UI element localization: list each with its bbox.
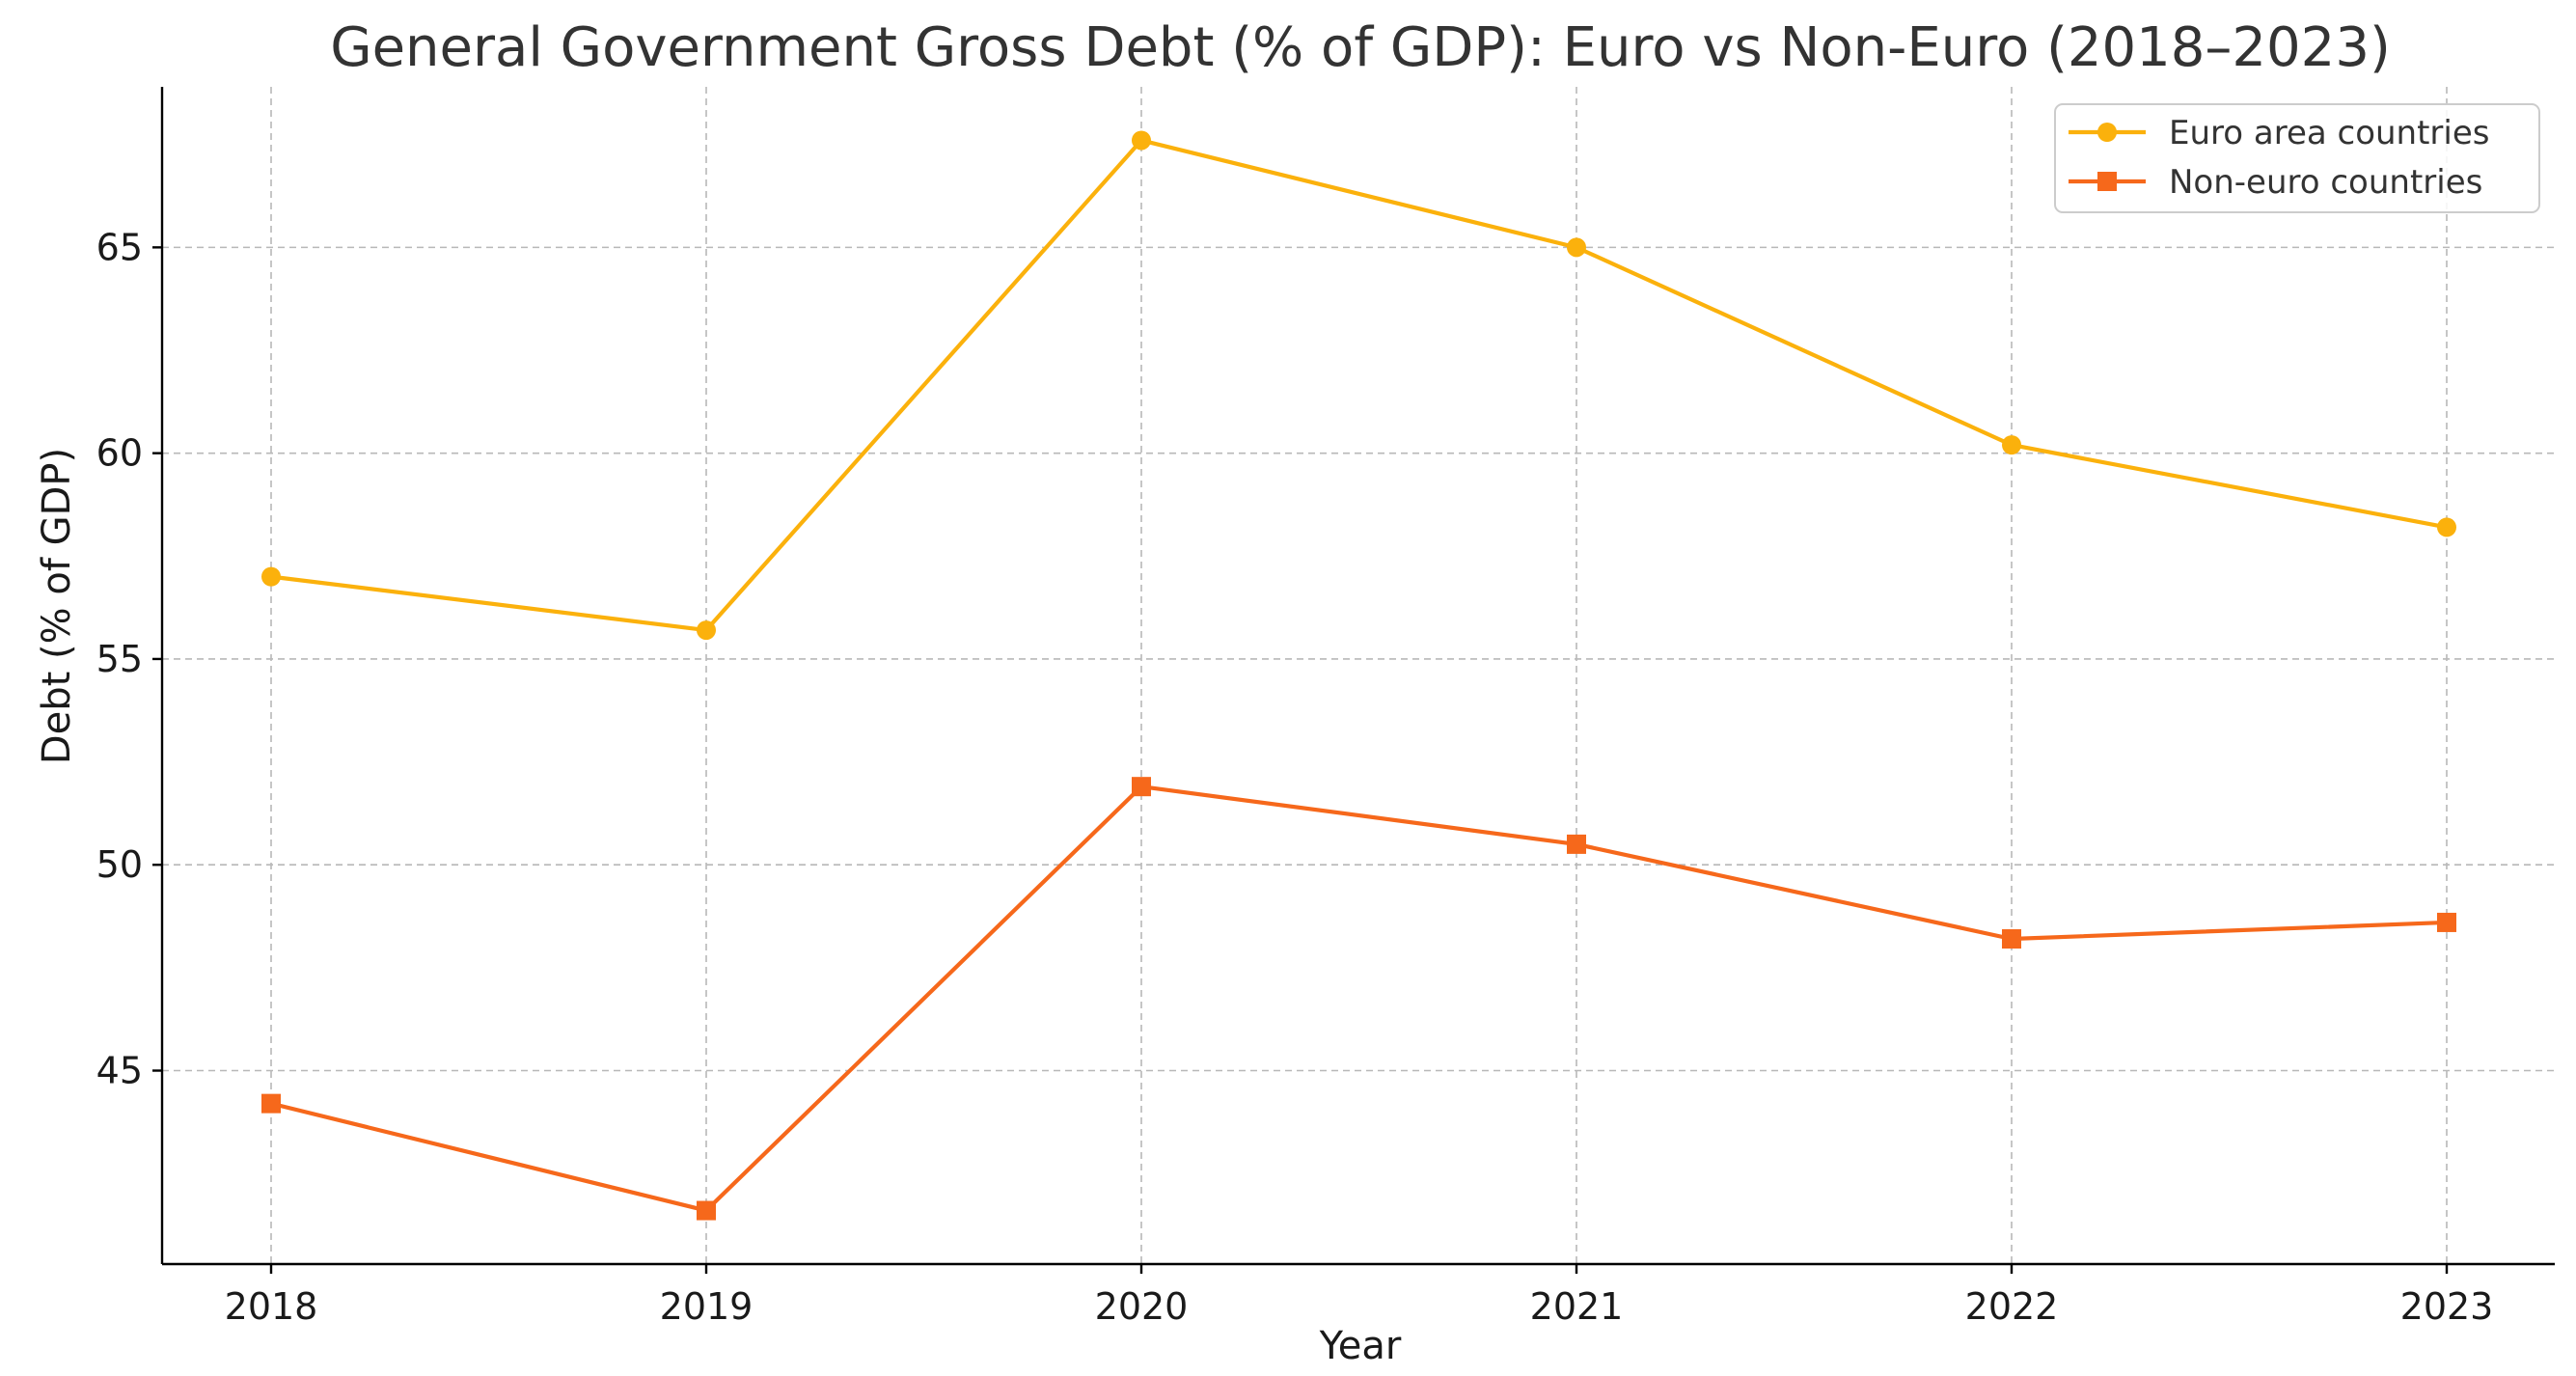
data-point [1132,130,1151,151]
legend-marker [2097,123,2117,142]
data-point [2002,929,2021,949]
x-tick-label: 2021 [1530,1285,1624,1328]
series-lines [261,130,2456,1221]
y-tick-label: 60 [96,432,143,475]
data-point [2002,435,2021,455]
data-point [261,1093,281,1114]
axes [152,87,2555,1274]
tick-labels: 2018 2019 2020 2021 2022 2023 45 50 55 60 65 [96,226,2494,1328]
y-tick-label: 65 [96,226,143,268]
series-line-non-euro-countries [268,784,2450,1213]
series-non-euro-countries [261,777,2456,1221]
legend: Euro area countries Non-euro countries [2054,103,2540,213]
y-tick-label: 45 [96,1050,143,1092]
y-axis-label: Debt (% of GDP) [35,448,79,764]
data-point [261,566,281,587]
data-point [697,620,716,641]
data-point [2437,912,2456,932]
x-tick-label: 2023 [2400,1285,2494,1328]
data-point [2437,517,2456,537]
x-tick-label: 2020 [1095,1285,1189,1328]
legend-label: Non-euro countries [2169,163,2482,202]
data-point [1567,237,1586,258]
series-euro-area-countries [261,130,2456,641]
legend-label: Euro area countries [2169,114,2489,152]
legend-entry: Non-euro countries [2069,163,2482,202]
gridlines [162,87,2555,1264]
x-tick-label: 2022 [1965,1285,2059,1328]
y-tick-label: 50 [96,843,143,886]
data-point [697,1200,716,1221]
data-point [1567,834,1586,854]
legend-frame [2054,103,2540,213]
series-line-euro-area-countries [268,138,2450,633]
legend-entry: Euro area countries [2069,114,2489,152]
x-axis-label: Year [1319,1324,1402,1368]
legend-marker [2097,172,2117,191]
data-point [1132,777,1151,797]
chart-title: General Government Gross Debt (% of GDP)… [330,16,2391,79]
x-tick-label: 2019 [660,1285,754,1328]
y-tick-label: 55 [96,638,143,680]
x-tick-label: 2018 [225,1285,318,1328]
